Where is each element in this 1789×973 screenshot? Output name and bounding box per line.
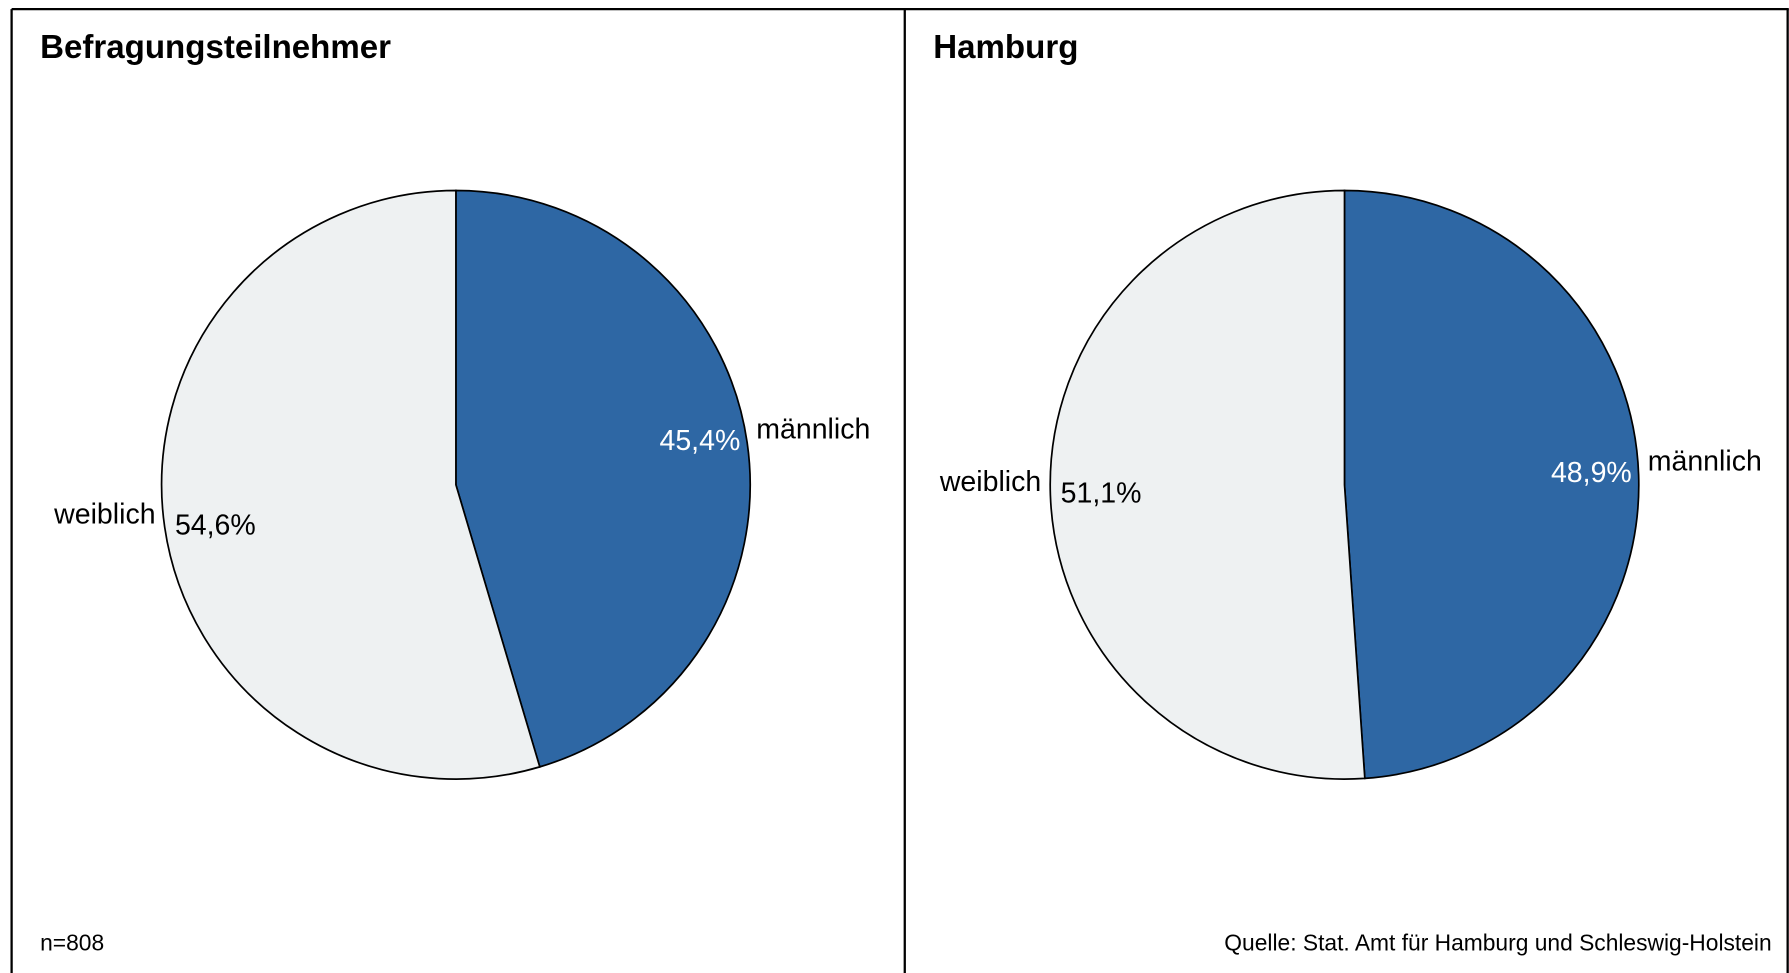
category-label: männlich bbox=[756, 414, 870, 446]
pie-slice bbox=[1049, 189, 1366, 780]
annotation: n=808 bbox=[40, 930, 104, 956]
annotation: Quelle: Stat. Amt für Hamburg und Schles… bbox=[1224, 930, 1771, 956]
chart-title: Befragungsteilnehmer bbox=[40, 29, 391, 66]
value-label: 51,1% bbox=[1061, 477, 1142, 509]
category-label: weiblich bbox=[939, 466, 1041, 498]
pie-slice bbox=[160, 189, 541, 780]
value-label: 48,9% bbox=[1551, 457, 1632, 489]
value-label: 45,4% bbox=[659, 425, 740, 457]
value-label: 54,6% bbox=[175, 510, 256, 542]
chart-title: Hamburg bbox=[933, 29, 1078, 66]
pie-slice bbox=[1343, 189, 1640, 780]
category-label: weiblich bbox=[53, 498, 155, 530]
category-label: männlich bbox=[1648, 446, 1762, 478]
pie-slice bbox=[455, 189, 751, 768]
